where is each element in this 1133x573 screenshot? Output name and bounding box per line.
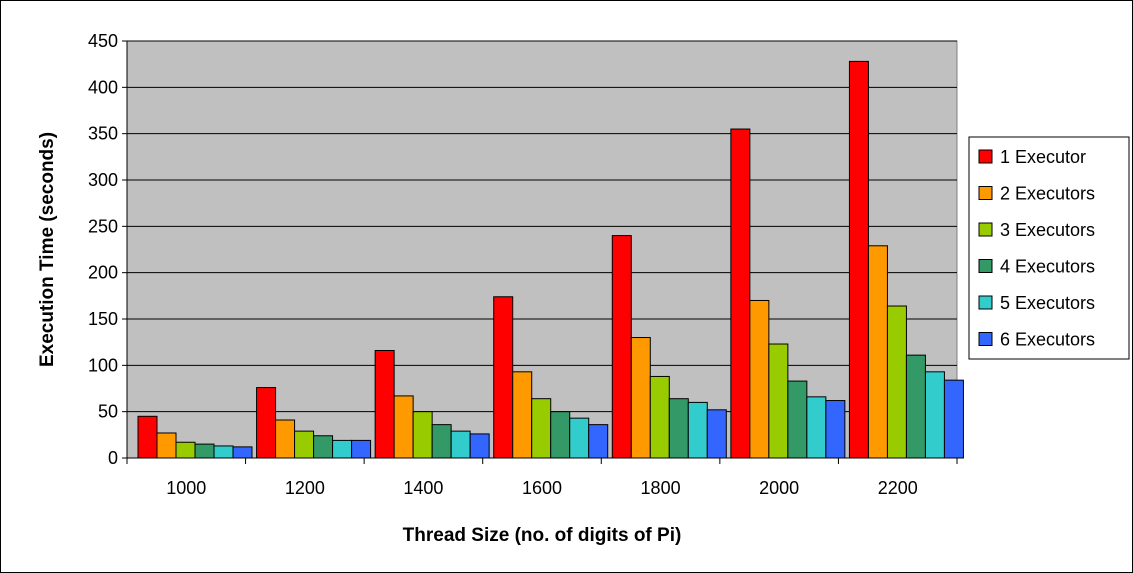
bar — [768, 343, 789, 459]
y-tick-label: 300 — [88, 170, 118, 190]
bar — [374, 350, 395, 459]
legend-swatch — [978, 259, 993, 273]
legend-label: 5 Executors — [1000, 293, 1095, 313]
bar — [431, 424, 452, 459]
legend-swatch — [978, 295, 993, 310]
bar — [213, 445, 234, 459]
bar — [649, 375, 670, 459]
bar — [706, 409, 727, 459]
bar — [450, 430, 471, 459]
bar — [512, 371, 533, 459]
bar — [749, 299, 770, 459]
bar — [588, 424, 609, 459]
y-tick-label: 150 — [88, 309, 118, 329]
bar — [787, 380, 808, 459]
bar — [924, 371, 945, 459]
bar — [630, 337, 651, 459]
x-tick-label: 1400 — [403, 478, 443, 498]
legend-label: 3 Executors — [1000, 220, 1095, 240]
bar — [232, 446, 253, 459]
x-tick-label: 1800 — [641, 478, 681, 498]
bar — [351, 439, 372, 459]
x-tick-label: 1600 — [522, 478, 562, 498]
bar — [905, 354, 926, 459]
legend-label: 1 Executor — [1000, 147, 1086, 167]
x-tick-label: 2000 — [759, 478, 799, 498]
bar — [550, 411, 571, 459]
plot-area: 0 50 100 150 200 250 300 350 400 450 1000 1200 1400 1… — [88, 31, 964, 498]
bar — [294, 430, 315, 459]
legend-label: 2 Executors — [1000, 184, 1095, 204]
bar — [194, 443, 215, 459]
y-tick-label: 0 — [108, 448, 118, 468]
x-axis-title: Thread Size (no. of digits of Pi) — [403, 525, 682, 546]
x-tick-label: 1000 — [166, 478, 206, 498]
bar — [332, 439, 353, 459]
bar — [730, 128, 751, 459]
bar — [806, 396, 827, 459]
y-axis-title: Execution Time (seconds) — [37, 132, 58, 367]
bar — [275, 419, 296, 459]
y-tick-label: 400 — [88, 77, 118, 97]
legend-swatch — [978, 332, 993, 346]
bar — [668, 398, 689, 459]
y-tick-label: 100 — [88, 355, 118, 375]
bar — [867, 245, 888, 459]
legend: 1 Executor 2 Executors 3 Executors 4 Execut… — [968, 136, 1130, 360]
legend-label: 4 Executors — [1000, 257, 1095, 277]
x-tick-label: 2200 — [878, 478, 918, 498]
bar — [569, 417, 590, 459]
bar — [469, 433, 490, 459]
legend-swatch — [978, 186, 993, 200]
plot-background — [126, 40, 958, 459]
bar — [687, 401, 708, 459]
y-tick-label: 200 — [88, 263, 118, 283]
legend-label: 6 Executors — [1000, 330, 1095, 350]
bar — [531, 398, 552, 459]
y-tick-label: 350 — [88, 124, 118, 144]
bar — [493, 296, 514, 459]
bar — [825, 400, 846, 459]
x-tick-label: 1200 — [285, 478, 325, 498]
y-tick-label: 50 — [98, 402, 118, 422]
bar — [175, 441, 196, 459]
legend-swatch — [978, 149, 993, 164]
bar — [412, 411, 433, 459]
bar — [943, 379, 964, 459]
legend-swatch — [978, 222, 993, 237]
bar — [611, 235, 632, 459]
bar — [848, 60, 869, 459]
bar — [256, 387, 277, 459]
y-tick-label: 250 — [88, 216, 118, 236]
legend-box — [968, 136, 1130, 360]
bar — [313, 435, 334, 459]
y-tick-label: 450 — [88, 31, 118, 51]
bar — [886, 305, 907, 459]
bar — [156, 432, 177, 459]
bar — [393, 395, 414, 459]
bar — [137, 415, 158, 459]
